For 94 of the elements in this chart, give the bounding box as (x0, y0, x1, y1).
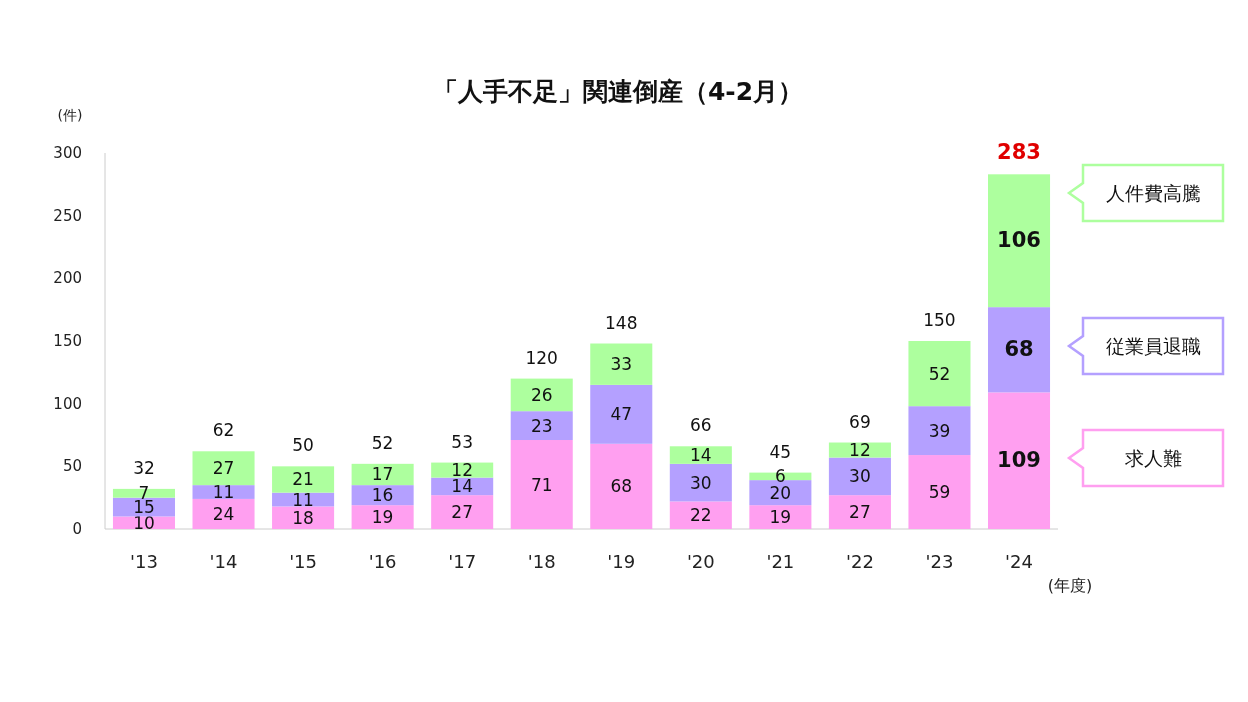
x-tick-label: '24 (1005, 551, 1033, 572)
x-tick-label: '21 (766, 551, 795, 572)
x-tick-label: '23 (925, 551, 954, 572)
bar (431, 495, 494, 529)
x-tick-label: '20 (686, 551, 715, 572)
y-tick-label: 0 (72, 520, 82, 538)
x-tick-label: '16 (368, 551, 397, 572)
x-tick-label: '17 (448, 551, 477, 572)
text: 求人難 (1124, 447, 1182, 469)
total-label: 45 (769, 441, 792, 462)
data-label: 26 (530, 384, 553, 405)
x-axis-title: (年度) (1047, 576, 1093, 595)
data-label: 24 (212, 503, 235, 524)
total-label: 50 (292, 435, 314, 456)
bar (510, 378, 573, 412)
total-label: 148 (605, 312, 638, 333)
data-label: 12 (849, 440, 871, 461)
x-tick-label: '19 (607, 551, 636, 572)
bar (988, 307, 1051, 393)
data-label: 71 (530, 474, 553, 495)
data-label: 33 (610, 354, 633, 375)
data-label: 21 (292, 469, 314, 490)
x-tick-label: '13 (130, 551, 158, 572)
data-label: 30 (690, 472, 712, 493)
total-label: 52 (371, 432, 394, 453)
bar (988, 174, 1051, 308)
bar (828, 457, 891, 496)
x-tick-label: '22 (845, 551, 874, 572)
bar (669, 446, 732, 464)
y-tick-label: 150 (53, 332, 82, 350)
total-label: 283 (997, 140, 1041, 165)
data-label: 18 (292, 507, 314, 528)
bar (828, 495, 891, 529)
y-tick-label: 200 (53, 269, 82, 288)
bar (272, 466, 335, 493)
data-label: 27 (849, 502, 871, 523)
data-label: 106 (997, 227, 1041, 252)
data-label: 47 (610, 404, 633, 425)
y-axis-title: (件) (57, 107, 83, 123)
x-tick-label: '14 (209, 551, 238, 572)
bar (272, 506, 335, 529)
bar (590, 343, 653, 385)
bar (669, 463, 732, 502)
total-label: 150 (923, 310, 956, 330)
data-label: 27 (212, 458, 235, 479)
data-label: 68 (610, 476, 633, 497)
bar (908, 341, 971, 407)
data-label: 27 (451, 502, 473, 523)
chart-title: 「人手不足」関連倒産（4-2月） (432, 77, 804, 106)
bar (590, 384, 653, 444)
x-tick-label: '15 (289, 551, 318, 572)
data-label: 23 (530, 415, 553, 436)
data-label: 109 (997, 447, 1041, 472)
data-label: 39 (928, 420, 951, 441)
y-tick-label: 50 (62, 457, 82, 476)
bar (590, 443, 653, 529)
data-label: 10 (133, 512, 155, 533)
x-tick-label: '18 (527, 551, 556, 572)
text: 従業員退職 (1105, 335, 1201, 357)
bar (749, 505, 812, 529)
total-label: 120 (525, 347, 558, 368)
data-label: 52 (928, 363, 951, 384)
bar (192, 451, 255, 486)
total-label: 32 (133, 457, 155, 478)
data-label: 19 (371, 507, 394, 528)
text: 人件費高騰 (1105, 182, 1201, 204)
y-tick-label: 100 (53, 394, 82, 413)
data-label: 17 (371, 464, 394, 485)
bar (351, 505, 414, 529)
y-tick-label: 300 (53, 144, 82, 162)
data-label: 11 (212, 482, 235, 503)
data-label: 19 (769, 507, 792, 528)
bar (749, 480, 812, 506)
data-label: 22 (690, 505, 712, 526)
data-label: 30 (849, 466, 871, 487)
total-label: 69 (849, 411, 871, 432)
bar (908, 406, 971, 456)
total-label: 53 (451, 431, 473, 452)
bar (192, 498, 255, 529)
bar (988, 392, 1051, 529)
bar (510, 440, 573, 529)
total-label: 62 (212, 420, 235, 441)
total-label: 66 (690, 415, 712, 436)
data-label: 68 (1004, 336, 1034, 361)
data-label: 11 (292, 489, 314, 510)
data-label: 14 (451, 476, 473, 497)
data-label: 16 (371, 485, 394, 506)
data-label: 14 (690, 445, 712, 466)
bar (351, 463, 414, 486)
bar (908, 455, 971, 529)
y-tick-label: 250 (53, 206, 82, 225)
data-label: 59 (928, 482, 951, 503)
bar (510, 411, 573, 441)
bar (669, 501, 732, 529)
